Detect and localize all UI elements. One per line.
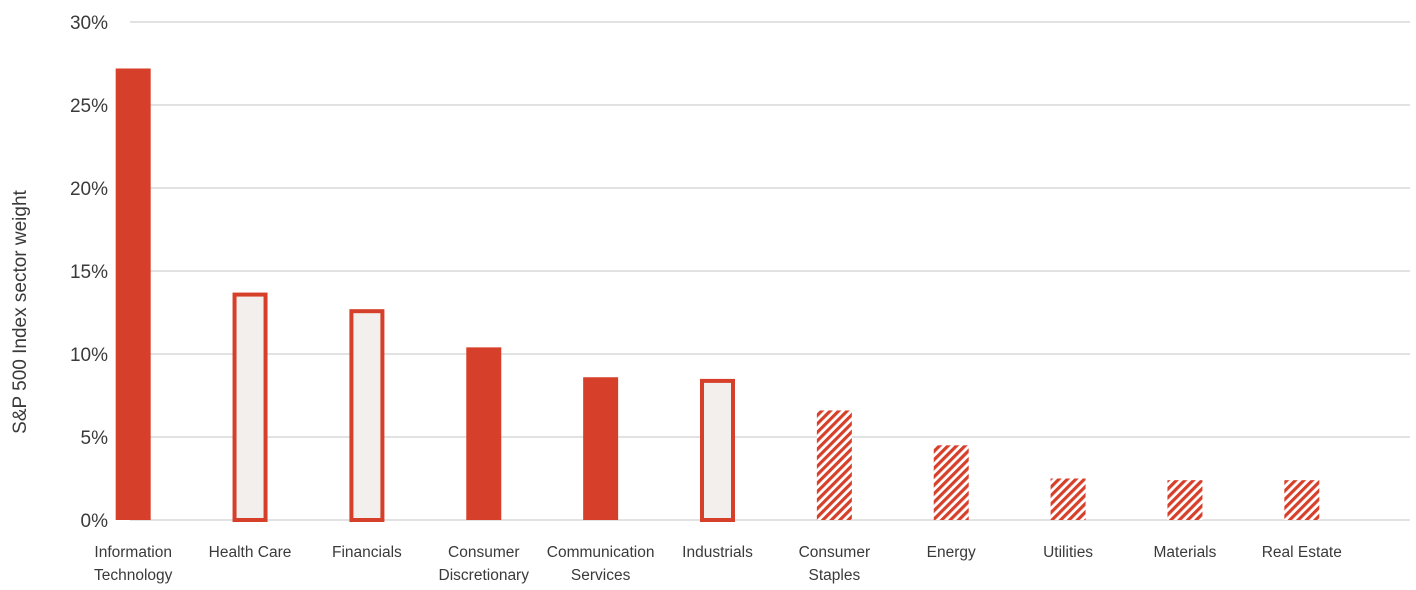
bar xyxy=(933,445,969,520)
x-tick-label: Materials xyxy=(1154,544,1217,561)
x-tick-label: Financials xyxy=(332,544,402,561)
y-tick-label: 30% xyxy=(70,13,108,34)
bar xyxy=(349,309,385,522)
y-tick-label: 15% xyxy=(70,262,108,283)
x-tick-label: Information Technology xyxy=(94,544,173,584)
bar xyxy=(1050,478,1086,520)
y-tick-label: 0% xyxy=(81,511,109,532)
x-tick-label: Consumer Discretionary xyxy=(439,544,530,584)
bar xyxy=(583,377,619,520)
y-tick-label: 5% xyxy=(81,428,109,449)
x-tick-label: Industrials xyxy=(682,544,753,561)
bar xyxy=(700,378,735,522)
bar xyxy=(1284,480,1320,520)
y-tick-label: 25% xyxy=(70,96,108,117)
bar xyxy=(1167,480,1203,520)
y-axis-ticks: 0% 5% 10% 15% 20% 25% 30% xyxy=(70,13,108,532)
y-tick-label: 10% xyxy=(70,345,108,366)
bars xyxy=(115,68,1320,522)
y-tick-label: 20% xyxy=(70,179,108,200)
y-axis-title: S&P 500 Index sector weight xyxy=(10,189,31,433)
x-tick-label: Utilities xyxy=(1043,544,1093,561)
bar xyxy=(232,292,268,522)
x-tick-label: Real Estate xyxy=(1262,544,1342,561)
bar xyxy=(115,68,151,520)
bar xyxy=(466,347,502,520)
x-tick-label: Communication Services xyxy=(547,544,655,584)
x-tick-label: Energy xyxy=(927,544,976,561)
x-tick-label: Health Care xyxy=(209,544,292,561)
x-tick-label: Consumer Staples xyxy=(799,544,871,584)
gridlines xyxy=(130,21,1410,521)
x-axis-labels: Information Technology Health Care Financia… xyxy=(94,544,1342,584)
bar xyxy=(816,410,852,520)
